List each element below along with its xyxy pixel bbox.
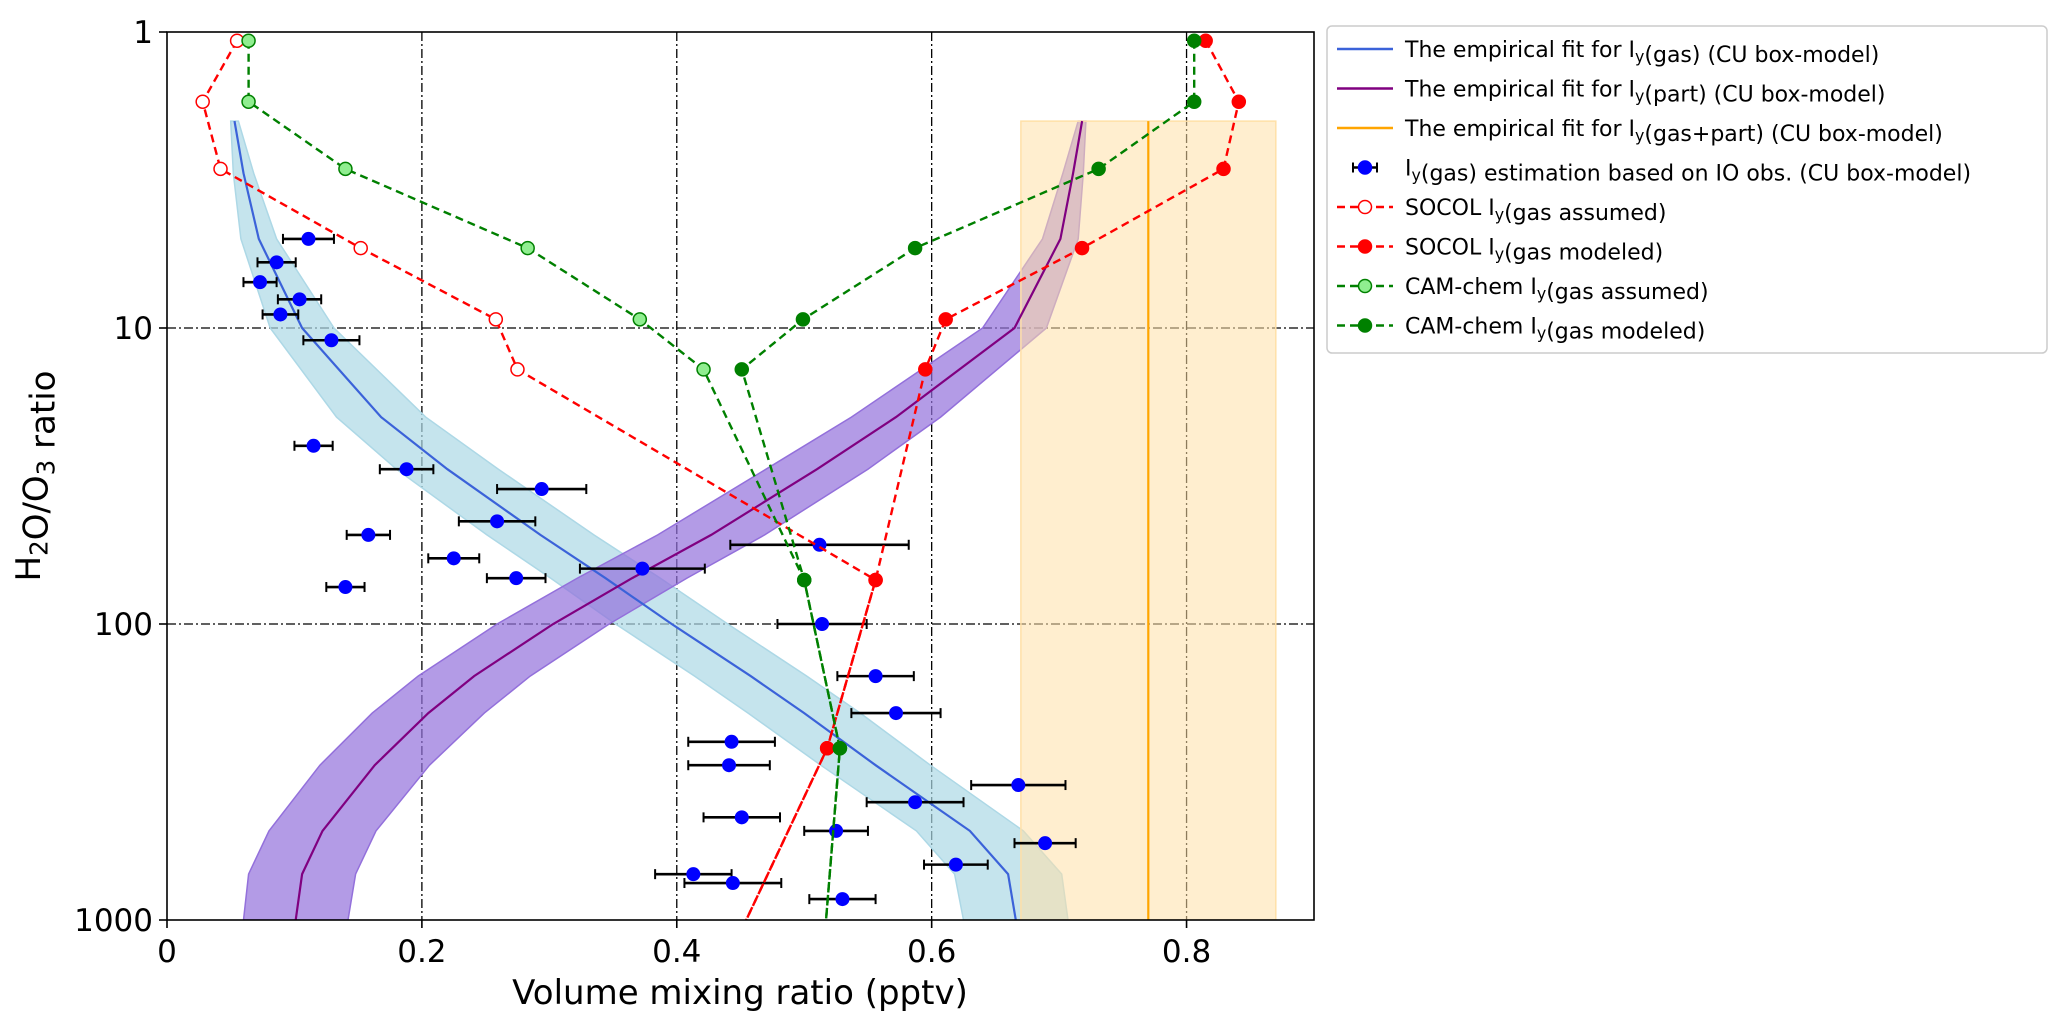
legend-label: CAM-chem Iy(gas modeled) xyxy=(1405,315,1705,345)
data-point xyxy=(338,161,353,177)
series-line xyxy=(744,40,1241,920)
data-point xyxy=(632,312,648,327)
legend-marker xyxy=(1357,199,1373,215)
data-point xyxy=(724,734,739,749)
data-point xyxy=(1186,94,1202,109)
data-point xyxy=(795,312,811,327)
y-tick-label: 100 xyxy=(94,607,153,643)
legend-label: SOCOL Iy(gas modeled) xyxy=(1405,236,1663,266)
data-point xyxy=(488,312,504,327)
data-point xyxy=(635,561,650,576)
data-point xyxy=(353,240,368,256)
legend-marker xyxy=(1357,278,1373,294)
x-tick-label: 0.6 xyxy=(907,934,956,970)
data-point xyxy=(918,362,933,377)
series-line xyxy=(233,120,1017,920)
x-tick-label: 0.8 xyxy=(1162,934,1211,970)
data-point xyxy=(819,741,835,756)
data-point xyxy=(734,362,750,377)
data-point xyxy=(273,307,288,322)
data-point xyxy=(213,161,228,177)
legend-label: Iy(gas) estimation based on IO obs. (CU … xyxy=(1405,157,1971,187)
data-point xyxy=(195,94,210,109)
data-point xyxy=(338,580,353,595)
data-point xyxy=(241,94,256,109)
data-point xyxy=(1231,94,1247,109)
legend-label: The empirical fit for Iy(gas+part) (CU b… xyxy=(1404,117,1943,147)
data-point xyxy=(696,362,711,377)
data-point xyxy=(722,758,737,773)
data-point xyxy=(907,240,923,256)
legend-label: The empirical fit for Iy(gas) (CU box-mo… xyxy=(1404,38,1879,68)
data-point xyxy=(686,867,701,882)
data-point xyxy=(815,617,830,631)
data-point xyxy=(1216,161,1231,177)
y-tick-label: 1000 xyxy=(74,903,153,939)
data-point xyxy=(399,462,414,477)
legend-marker xyxy=(1357,318,1373,333)
data-point xyxy=(832,741,848,756)
legend-label: SOCOL Iy(gas assumed) xyxy=(1405,196,1666,226)
legend: The empirical fit for Iy(gas) (CU box-mo… xyxy=(1326,25,2048,354)
data-point xyxy=(253,275,268,290)
data-point xyxy=(1074,240,1090,256)
data-point xyxy=(796,572,812,588)
x-tick-label: 0.2 xyxy=(397,934,446,970)
data-point xyxy=(835,892,850,907)
x-tick-label: 0.4 xyxy=(652,934,701,970)
data-point xyxy=(292,292,307,307)
legend-marker xyxy=(1357,160,1373,175)
data-point xyxy=(1091,161,1106,177)
data-point xyxy=(509,571,524,586)
data-point xyxy=(490,514,505,529)
data-point xyxy=(534,482,549,497)
data-point xyxy=(1038,836,1053,851)
data-point xyxy=(301,231,316,246)
data-point xyxy=(868,669,883,684)
data-point xyxy=(908,795,923,810)
data-point xyxy=(829,823,844,838)
data-point xyxy=(510,362,525,377)
data-point xyxy=(1011,778,1026,793)
data-point xyxy=(520,240,535,256)
y-tick-label: 1 xyxy=(133,15,153,51)
data-point xyxy=(868,572,883,588)
axes: 0 0.2 0.4 0.6 0.8 1 10 100 1000 xyxy=(74,15,1315,970)
x-tick-label: 0 xyxy=(157,934,177,970)
data-point xyxy=(1186,33,1202,48)
data-point xyxy=(306,438,321,453)
series-line xyxy=(201,40,878,920)
plot-area xyxy=(167,32,1314,920)
uncertainty-band xyxy=(242,120,1087,920)
data-point xyxy=(938,312,953,327)
y-axis-label: H2O/O3 ratio xyxy=(9,371,64,582)
data-point xyxy=(888,706,903,721)
legend-label: CAM-chem Iy(gas assumed) xyxy=(1405,275,1709,305)
data-point xyxy=(241,33,256,48)
data-point xyxy=(725,876,740,891)
legend-marker xyxy=(1357,239,1373,254)
data-point xyxy=(446,551,461,566)
x-axis-label: Volume mixing ratio (pptv) xyxy=(512,973,968,1013)
plot-frame xyxy=(166,31,1315,921)
data-point xyxy=(269,255,284,270)
legend-box xyxy=(1326,25,2048,354)
data-point xyxy=(324,333,339,348)
data-point xyxy=(361,527,376,542)
legend-label: The empirical fit for Iy(part) (CU box-m… xyxy=(1404,78,1886,108)
data-point xyxy=(948,857,963,872)
data-point xyxy=(734,810,749,825)
y-tick-label: 10 xyxy=(114,311,153,347)
